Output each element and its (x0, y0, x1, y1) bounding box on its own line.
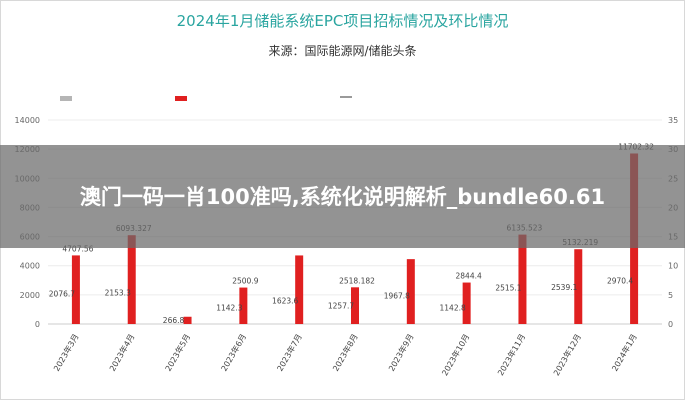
legend-swatch-red (175, 96, 187, 101)
y-tick-label-right: 0 (668, 320, 673, 329)
legend-swatch-gray (60, 96, 72, 101)
bar (518, 234, 527, 324)
y-tick-label-left: 0 (35, 320, 40, 329)
bar (183, 316, 192, 324)
bar-value-label: 2500.9 (232, 277, 258, 286)
secondary-value-label: 1623.6 (272, 296, 298, 305)
y-tick-label-right: 35 (668, 116, 678, 125)
bar-value-label: 2844.4 (456, 272, 482, 281)
x-tick-label: 2023年11月 (495, 332, 527, 377)
secondary-value-label: 266.8 (163, 316, 185, 325)
bar (351, 287, 359, 324)
bar (71, 255, 80, 324)
secondary-value-label: 1142.8 (440, 303, 466, 312)
legend-item-line (340, 96, 357, 98)
y-tick-label-left: 2000 (20, 291, 40, 300)
bar-value-label: 4707.56 (62, 244, 93, 253)
bar (239, 287, 248, 324)
secondary-value-label: 2970.4 (607, 277, 633, 286)
secondary-value-label: 2515.1 (495, 283, 521, 292)
bar (406, 259, 415, 324)
x-tick-label: 2023年5月 (163, 332, 192, 373)
x-tick-label: 2023年3月 (51, 332, 80, 373)
y-tick-label-right: 5 (668, 291, 673, 300)
chart-title: 2024年1月储能系统EPC项目招标情况及环比情况 (176, 12, 509, 30)
chart-legend (0, 96, 685, 110)
legend-item-red (175, 96, 192, 101)
secondary-value-label: 2539.1 (551, 283, 577, 292)
secondary-value-label: 1142.3 (216, 303, 242, 312)
bar (127, 235, 136, 324)
secondary-value-label: 1967.8 (384, 291, 410, 300)
bar (295, 255, 304, 324)
secondary-value-label: 1257.7 (328, 302, 354, 311)
chart-subtitle: 来源：国际能源网/储能头条 (268, 44, 417, 58)
y-tick-label-left: 4000 (20, 262, 40, 271)
legend-swatch-line (340, 96, 352, 98)
x-tick-label: 2023年10月 (439, 332, 471, 377)
x-tick-label: 2023年4月 (107, 332, 136, 373)
x-tick-label: 2023年8月 (330, 332, 359, 373)
headline-text: 澳门一码一肖100准吗,系统化说明解析_bundle60.61 (79, 184, 606, 209)
bar (574, 249, 583, 324)
x-tick-label: 2023年12月 (551, 332, 583, 377)
bar (462, 282, 471, 324)
secondary-value-label: 2076.7 (49, 290, 75, 299)
x-tick-label: 2023年9月 (386, 332, 415, 373)
x-tick-label: 2023年6月 (219, 332, 248, 373)
legend-item-gray (60, 96, 77, 101)
x-tick-label: 2023年7月 (275, 332, 304, 373)
secondary-value-label: 2153.3 (105, 289, 131, 298)
x-tick-label: 2024年1月 (609, 332, 638, 373)
y-tick-label-right: 10 (668, 262, 678, 271)
bar-value-label: 2518.182 (339, 276, 375, 285)
y-tick-label-left: 14000 (15, 116, 40, 125)
headline-overlay: 澳门一码一肖100准吗,系统化说明解析_bundle60.61 (0, 145, 685, 248)
